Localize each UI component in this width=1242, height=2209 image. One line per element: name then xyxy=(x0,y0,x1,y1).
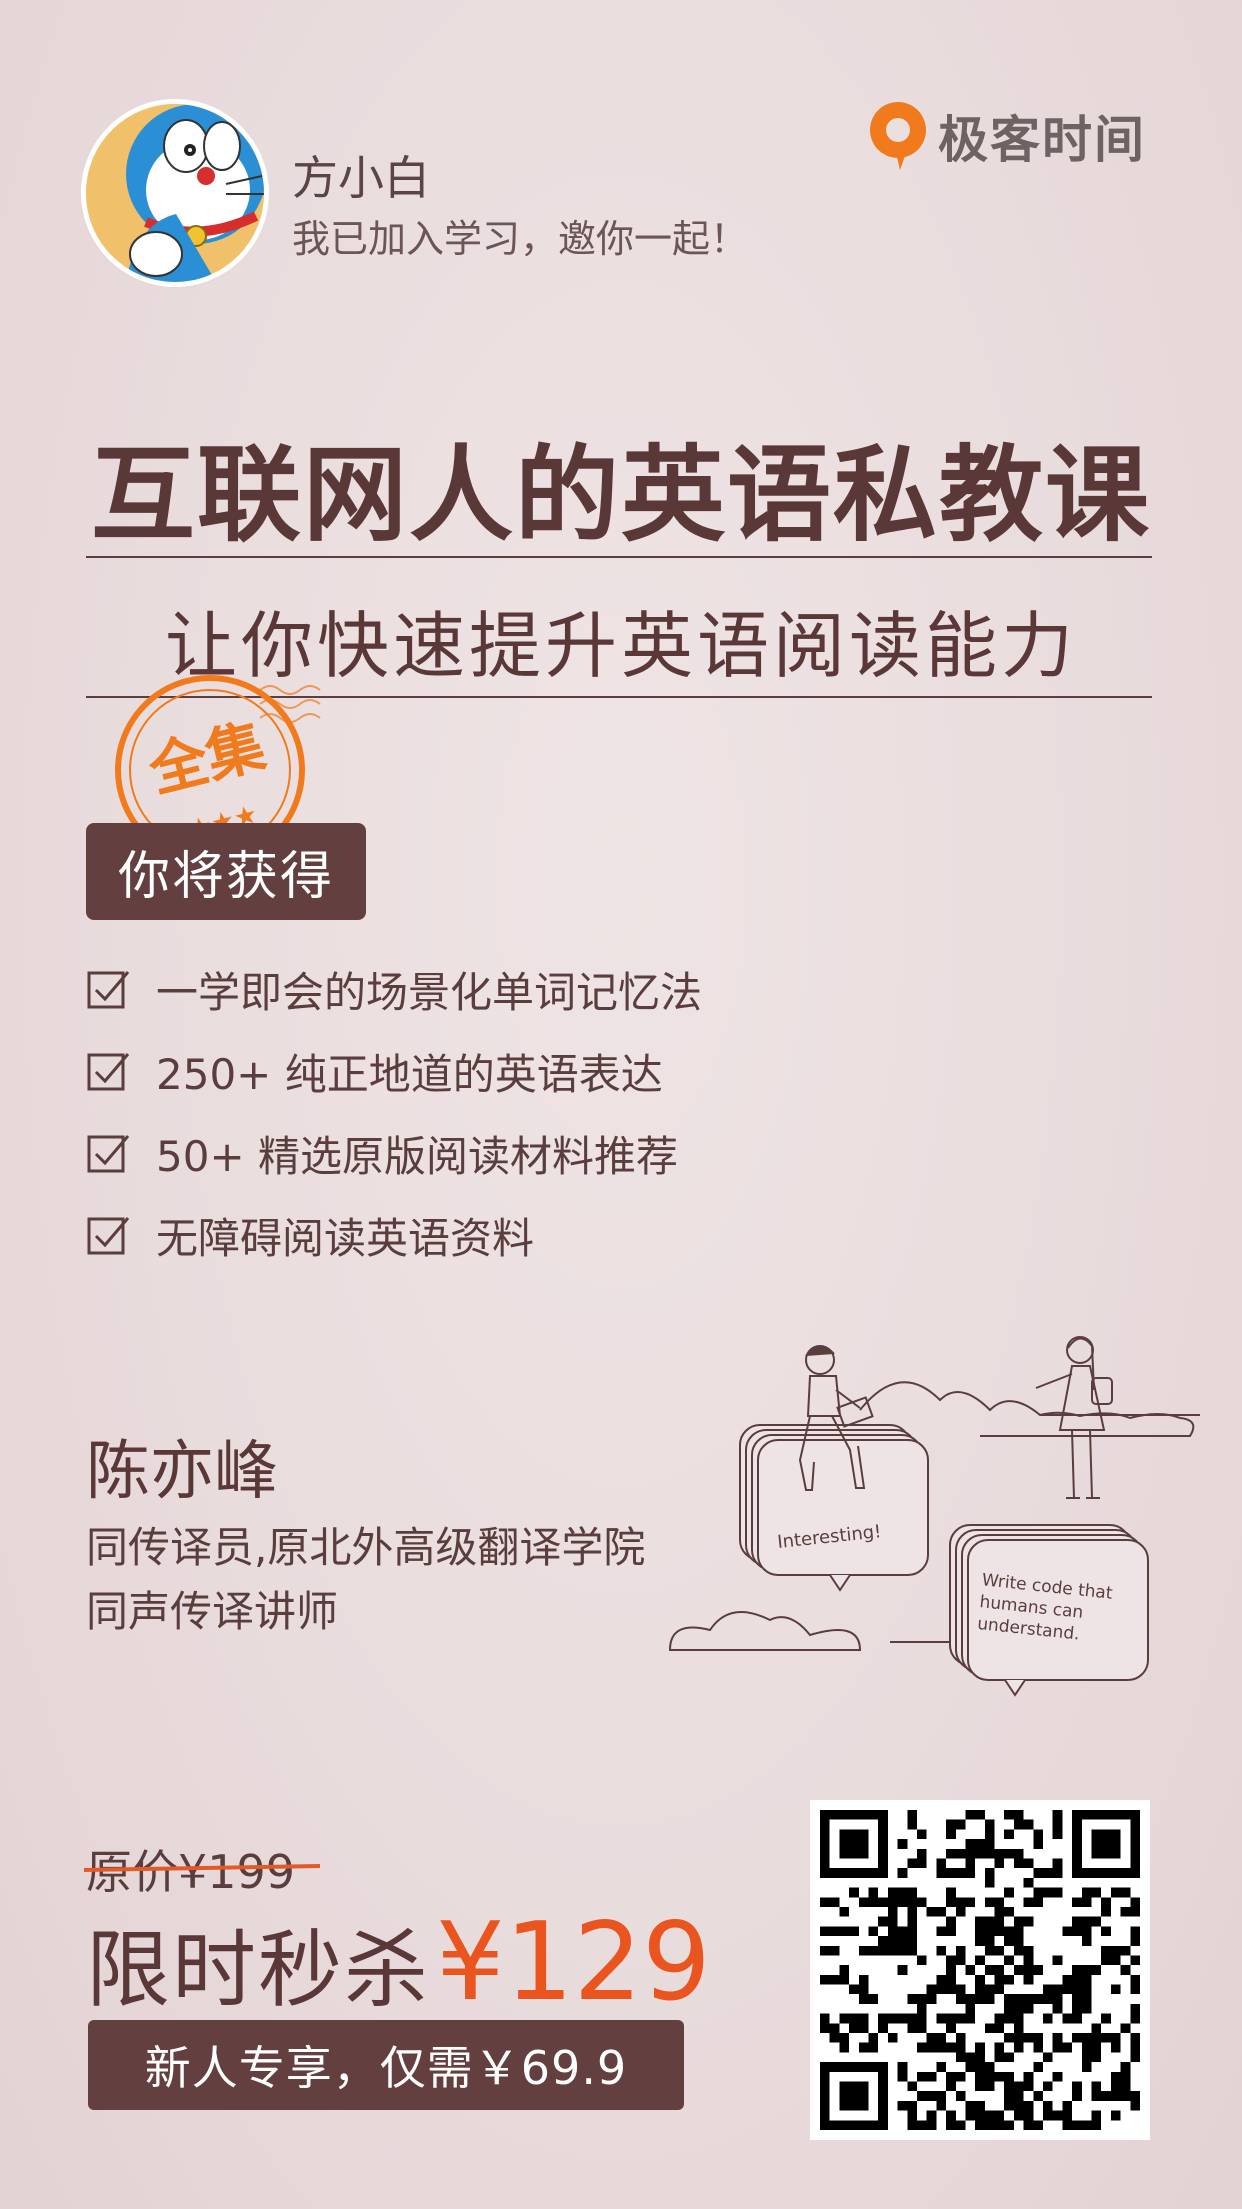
course-title: 互联网人的英语私教课 xyxy=(90,434,1151,556)
brand-logo: 极客时间 xyxy=(866,100,1146,172)
checkbox-checked-icon xyxy=(87,971,130,1009)
original-price: 原价¥199 xyxy=(86,1845,296,1899)
instructor-bio: 同传译员,原北外高级翻译学院 xyxy=(86,1523,646,1572)
benefit-item: 250+ 纯正地道的英语表达 xyxy=(86,1030,702,1112)
conversation-illustration: Interesting! Write code that humans can … xyxy=(668,1336,1200,1697)
brand-name: 极客时间 xyxy=(938,111,1146,169)
divider-bottom xyxy=(86,696,1152,698)
checkbox-checked-icon xyxy=(87,1053,130,1091)
benefit-text: 无障碍阅读英语资料 xyxy=(156,1213,535,1263)
instructor-name: 陈亦峰 xyxy=(86,1435,278,1509)
divider-top xyxy=(86,556,1152,558)
benefits-list: 一学即会的场景化单词记忆法 250+ 纯正地道的英语表达 50+ 精选原版阅读材… xyxy=(86,948,702,1276)
flash-sale: 限时秒杀 ¥129 xyxy=(86,1900,711,2025)
benefits-heading: 你将获得 xyxy=(86,823,366,920)
benefit-item: 一学即会的场景化单词记忆法 xyxy=(86,948,702,1030)
flash-sale-price: ¥129 xyxy=(436,1900,711,2025)
user-name: 方小白 xyxy=(292,151,430,205)
benefit-item: 无障碍阅读英语资料 xyxy=(86,1194,702,1276)
qr-code[interactable] xyxy=(810,1800,1150,2140)
checkbox-checked-icon xyxy=(87,1135,130,1173)
instructor-bio: 同声传译讲师 xyxy=(86,1587,339,1636)
benefit-text: 50+ 精选原版阅读材料推荐 xyxy=(156,1131,678,1181)
user-avatar xyxy=(86,104,264,282)
course-subtitle: 让你快速提升英语阅读能力 xyxy=(164,604,1077,688)
benefit-text: 250+ 纯正地道的英语表达 xyxy=(156,1049,663,1099)
invite-text: 我已加入学习，邀你一起！ xyxy=(292,217,749,261)
new-user-offer: 新人专享，仅需￥69.9 xyxy=(88,2020,684,2110)
checkbox-checked-icon xyxy=(87,1217,130,1255)
stamp-text: 全集 xyxy=(142,711,272,805)
benefit-item: 50+ 精选原版阅读材料推荐 xyxy=(86,1112,702,1194)
geektime-logo-icon xyxy=(870,102,926,170)
qr-code-icon xyxy=(820,1810,1140,2130)
benefit-text: 一学即会的场景化单词记忆法 xyxy=(156,967,703,1017)
flash-sale-label: 限时秒杀 xyxy=(86,1921,431,2019)
